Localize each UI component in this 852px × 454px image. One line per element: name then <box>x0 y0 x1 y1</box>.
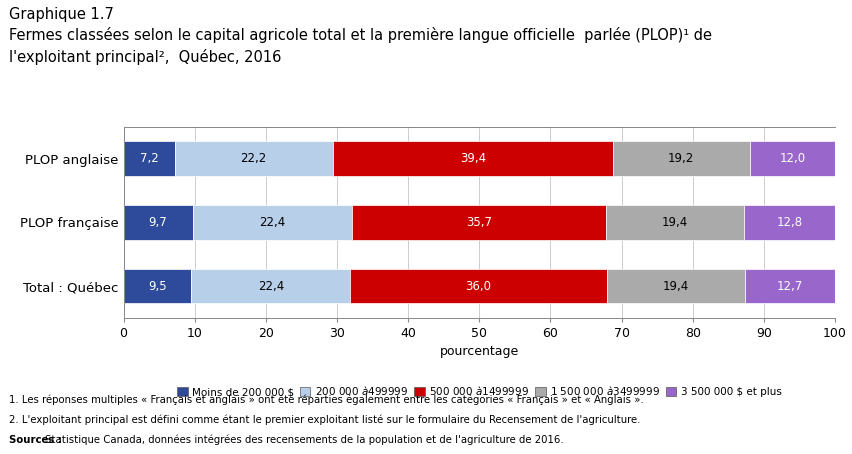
Bar <box>193 205 352 240</box>
Text: Fermes classées selon le capital agricole total et la première langue officielle: Fermes classées selon le capital agricol… <box>9 27 711 43</box>
Text: 19,4: 19,4 <box>662 216 688 229</box>
Text: 39,4: 39,4 <box>460 153 486 165</box>
Bar <box>175 142 332 176</box>
Text: 36,0: 36,0 <box>465 280 492 292</box>
Bar <box>613 142 750 176</box>
Bar <box>124 205 193 240</box>
Text: Sources :: Sources : <box>9 435 65 445</box>
Text: 35,7: 35,7 <box>466 216 492 229</box>
Text: 12,8: 12,8 <box>776 216 803 229</box>
Bar <box>745 269 835 304</box>
Legend: Moins de 200 000 $, 200 000 $ à 499 999 $, 500 000 $ à 1 499 999 $, 1 500 000 $ : Moins de 200 000 $, 200 000 $ à 499 999 … <box>177 384 781 397</box>
Text: 12,0: 12,0 <box>780 153 805 165</box>
Text: 22,4: 22,4 <box>257 280 284 292</box>
Bar <box>352 205 606 240</box>
Bar <box>750 142 835 176</box>
X-axis label: pourcentage: pourcentage <box>440 345 519 358</box>
Bar <box>191 269 350 304</box>
Text: 22,2: 22,2 <box>240 153 267 165</box>
Bar <box>124 142 175 176</box>
Text: 22,4: 22,4 <box>259 216 285 229</box>
Text: 2. L'exploitant principal est défini comme étant le premier exploitant listé sur: 2. L'exploitant principal est défini com… <box>9 415 640 425</box>
Text: l'exploitant principal²,  Québec, 2016: l'exploitant principal², Québec, 2016 <box>9 49 281 64</box>
Bar <box>124 269 191 304</box>
Text: 19,2: 19,2 <box>668 153 694 165</box>
Text: 9,5: 9,5 <box>148 280 167 292</box>
Bar <box>607 269 745 304</box>
Text: 1. Les réponses multiples « Français et anglais » ont été réparties également en: 1. Les réponses multiples « Français et … <box>9 395 643 405</box>
Text: 12,7: 12,7 <box>777 280 803 292</box>
Bar <box>332 142 613 176</box>
Text: Statistique Canada, données intégrées des recensements de la population et de l': Statistique Canada, données intégrées de… <box>45 435 564 445</box>
Text: Graphique 1.7: Graphique 1.7 <box>9 7 113 22</box>
Bar <box>350 269 607 304</box>
Bar <box>744 205 835 240</box>
Bar <box>606 205 744 240</box>
Text: 7,2: 7,2 <box>140 153 158 165</box>
Text: 9,7: 9,7 <box>148 216 168 229</box>
Text: 19,4: 19,4 <box>663 280 688 292</box>
